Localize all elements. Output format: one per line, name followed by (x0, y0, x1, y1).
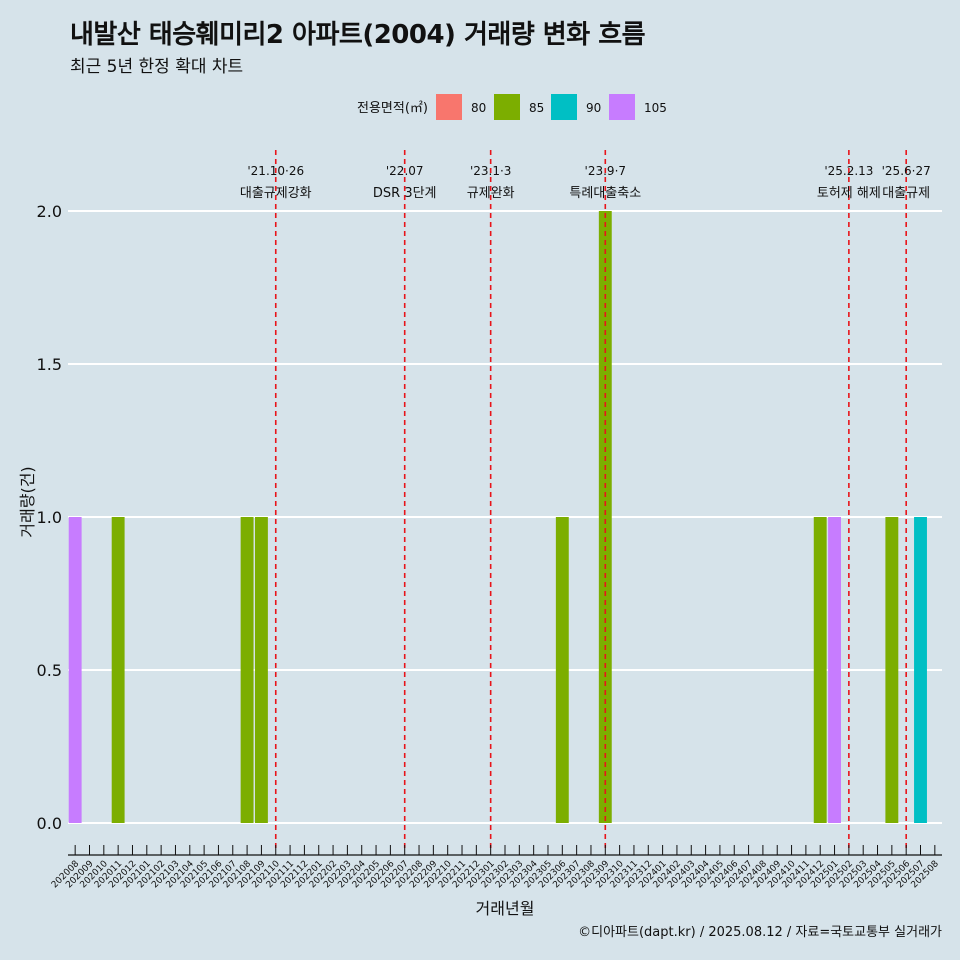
event-date-label: '22.07 (386, 164, 424, 178)
event-date-label: '25.2.13 (824, 164, 873, 178)
event-label: 특례대출축소 (569, 186, 641, 201)
bar-85-202505 (885, 517, 899, 823)
event-label: 대출규제강화 (240, 186, 312, 201)
legend-label-80: 80 (471, 101, 486, 115)
legend-title: 전용면적(㎡) (357, 101, 428, 116)
event-label: 대출규제 (882, 186, 930, 201)
legend-label-85: 85 (529, 101, 544, 115)
bar-85-202108 (240, 517, 254, 823)
chart-title: 내발산 태승훼미리2 아파트(2004) 거래량 변화 흐름 (70, 20, 646, 50)
bar-105-202008 (68, 517, 82, 823)
bar-85-202412 (813, 517, 827, 823)
x-axis-title: 거래년월 (476, 899, 535, 918)
legend-label-105: 105 (644, 101, 667, 115)
legend-key-105 (609, 94, 635, 120)
source-caption: ©디아파트(dapt.kr) / 2025.08.12 / 자료=국토교통부 실… (578, 925, 942, 940)
event-date-label: '23.9·7 (585, 164, 626, 178)
legend-key-80 (436, 94, 462, 120)
y-tick-label: 0.0 (37, 814, 62, 833)
event-label: 토허제 해제 (817, 186, 881, 201)
grid-layer (68, 210, 942, 824)
axes-layer: 0.00.51.01.52.02020082020092020102020112… (18, 202, 942, 918)
y-tick-label: 2.0 (37, 202, 62, 221)
y-tick-label: 0.5 (37, 661, 62, 680)
events-layer: '21.10·26 대출규제강화 '22.07 DSR 3단계 '23.1·3 규제완화 '… (240, 150, 931, 852)
y-tick-label: 1.5 (37, 355, 62, 374)
bar-85-202306 (555, 517, 569, 823)
legend-key-85 (494, 94, 520, 120)
event-date-label: '21.10·26 (247, 164, 304, 178)
bar-85-202011 (111, 517, 125, 823)
bar-85-202309 (598, 211, 612, 823)
chart-subtitle: 최근 5년 한정 확대 차트 (70, 57, 244, 77)
bar-85-202109 (254, 517, 268, 823)
bars-layer (68, 211, 927, 823)
y-tick-label: 1.0 (37, 508, 62, 527)
legend-label-90: 90 (586, 101, 601, 115)
event-label: 규제완화 (467, 186, 515, 201)
legend: 전용면적(㎡) 80 85 90 105 (357, 94, 667, 120)
event-date-label: '23.1·3 (470, 164, 511, 178)
y-axis-title: 거래량(건) (18, 466, 37, 537)
bar-105-202501 (828, 517, 841, 823)
event-label: DSR 3단계 (373, 186, 437, 201)
bar-90-202507 (914, 517, 927, 823)
legend-key-90 (551, 94, 577, 120)
event-date-label: '25.6·27 (882, 164, 931, 178)
